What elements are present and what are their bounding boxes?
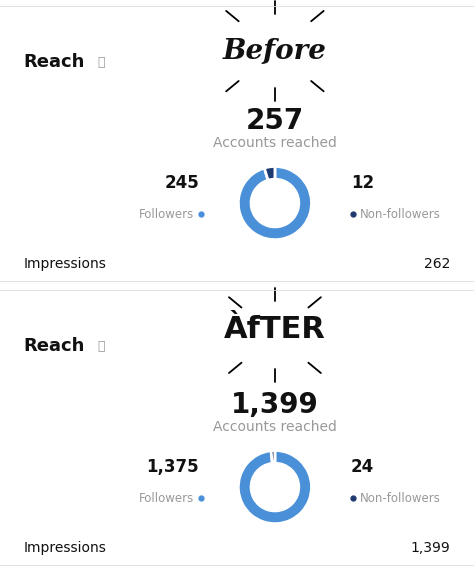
Text: Impressions: Impressions [24,257,107,271]
Text: Accounts reached: Accounts reached [213,136,337,151]
Text: 257: 257 [246,107,304,135]
Text: ⓘ: ⓘ [97,340,105,353]
Text: Accounts reached: Accounts reached [213,420,337,435]
Text: Impressions: Impressions [24,541,107,555]
Text: ÀfTER: ÀfTER [224,315,326,344]
Text: Reach: Reach [24,337,85,356]
Text: 1,399: 1,399 [410,541,450,555]
Text: 262: 262 [424,257,450,271]
Text: 245: 245 [164,174,199,192]
Text: ⓘ: ⓘ [97,56,105,69]
Text: Reach: Reach [24,53,85,72]
Text: Before: Before [223,37,327,65]
Text: 24: 24 [351,458,374,476]
Text: 1,399: 1,399 [231,391,319,419]
Text: Followers: Followers [139,208,194,221]
Text: Non-followers: Non-followers [360,492,441,505]
Text: 1,375: 1,375 [146,458,199,476]
Text: 12: 12 [351,174,374,192]
Text: Followers: Followers [139,492,194,505]
Text: Non-followers: Non-followers [360,208,441,221]
